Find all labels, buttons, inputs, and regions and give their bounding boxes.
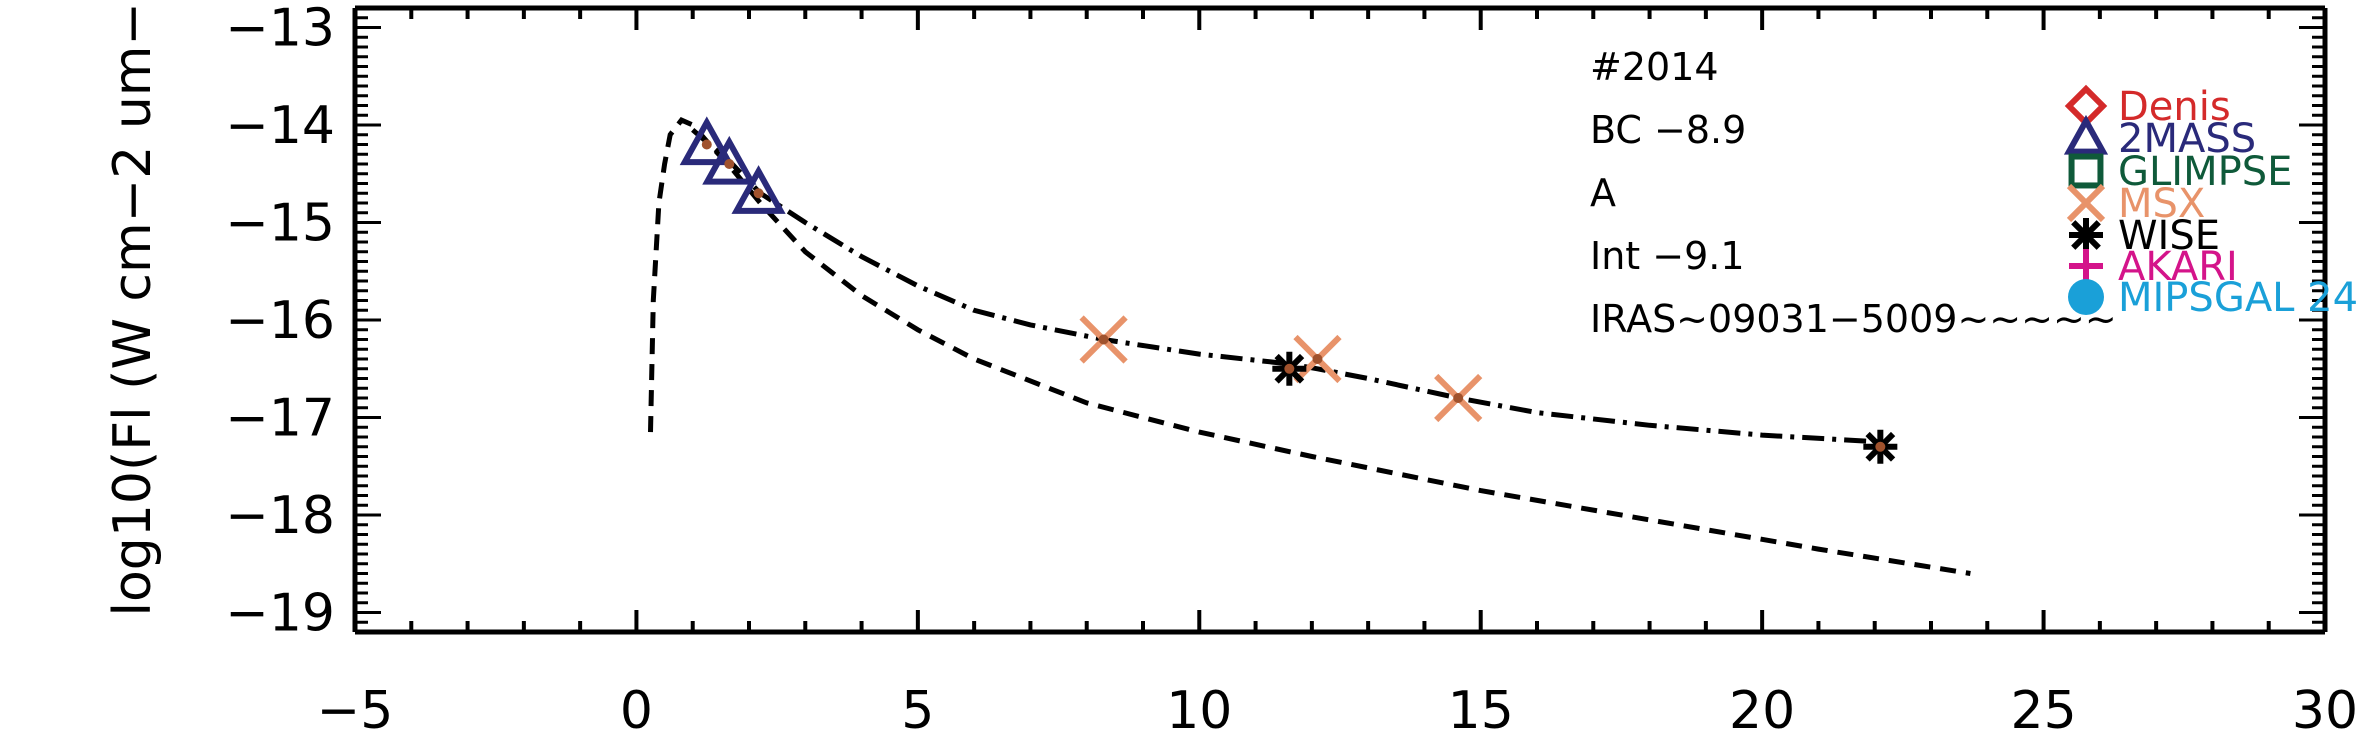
y-tick-label: −18 bbox=[225, 486, 335, 546]
legend-marker-wise bbox=[2069, 218, 2103, 252]
x-tick-label: −5 bbox=[317, 681, 394, 741]
y-axis-label: log10(Fl (W cm−2 um− bbox=[103, 2, 163, 616]
legend-marker-glimpse bbox=[2068, 153, 2104, 189]
annotations: #2014 BC −8.9 A Int −9.1 IRAS~09031−5009~~~~… bbox=[1590, 45, 2117, 341]
data-point-center bbox=[701, 139, 712, 150]
x-tick-label: 10 bbox=[1166, 681, 1232, 741]
y-tick-label: −17 bbox=[225, 389, 335, 449]
data-points bbox=[679, 116, 1898, 464]
y-tick-label: −13 bbox=[225, 0, 335, 59]
data-point-center bbox=[753, 188, 764, 199]
legend-marker-2mass bbox=[2063, 114, 2109, 155]
annotation-line: IRAS~09031−5009~~~~~ bbox=[1590, 297, 2117, 341]
data-point-center bbox=[1312, 354, 1323, 364]
x-tick-label: 25 bbox=[2010, 681, 2076, 741]
y-tick-label: −15 bbox=[225, 194, 335, 254]
model-curve-dashed bbox=[648, 117, 1971, 576]
legend-marker-mipsgal-24 bbox=[2068, 279, 2104, 315]
data-point-center bbox=[1098, 334, 1109, 345]
annotation-line: #2014 bbox=[1590, 45, 1719, 89]
x-tick-label: 0 bbox=[620, 681, 653, 741]
annotation-line: Int −9.1 bbox=[1590, 234, 1745, 278]
annotation-line: BC −8.9 bbox=[1590, 108, 1746, 152]
x-tick-label: 20 bbox=[1729, 681, 1795, 741]
legend-label: MSX bbox=[2118, 181, 2205, 227]
legend-marker-akari bbox=[2069, 249, 2103, 283]
x-tick-label: 30 bbox=[2292, 681, 2358, 741]
data-point-center bbox=[1284, 363, 1295, 374]
data-point-center bbox=[1453, 393, 1464, 403]
data-point-2mass bbox=[731, 165, 786, 214]
data-point-2mass bbox=[702, 135, 757, 185]
y-tick-label: −16 bbox=[225, 291, 335, 351]
y-tick-label: −19 bbox=[225, 584, 335, 644]
data-point-center bbox=[1875, 441, 1886, 452]
legend-label: Denis bbox=[2118, 84, 2231, 130]
legend-label: GLIMPSE bbox=[2118, 149, 2292, 195]
model-curves bbox=[648, 117, 1971, 576]
legend-label: WISE bbox=[2118, 213, 2220, 259]
annotation-line: A bbox=[1590, 171, 1616, 215]
data-point-2mass bbox=[679, 116, 734, 166]
axes: −5 0 5 10 15 20 25 30 −13 −14 −15 −16 −17 −18 −19 log10… bbox=[103, 0, 2358, 741]
x-tick-label: 15 bbox=[1448, 681, 1514, 741]
data-point-center bbox=[724, 159, 735, 169]
legend-marker-msx bbox=[2066, 183, 2106, 223]
model-curve-dashdot bbox=[691, 128, 1881, 445]
y-tick-label: −14 bbox=[225, 96, 335, 156]
x-tick-label: 5 bbox=[901, 681, 934, 741]
legend-label: MIPSGAL 24 bbox=[2118, 275, 2358, 321]
legend-label: 2MASS bbox=[2118, 116, 2256, 162]
legend-label: AKARI bbox=[2118, 244, 2238, 290]
